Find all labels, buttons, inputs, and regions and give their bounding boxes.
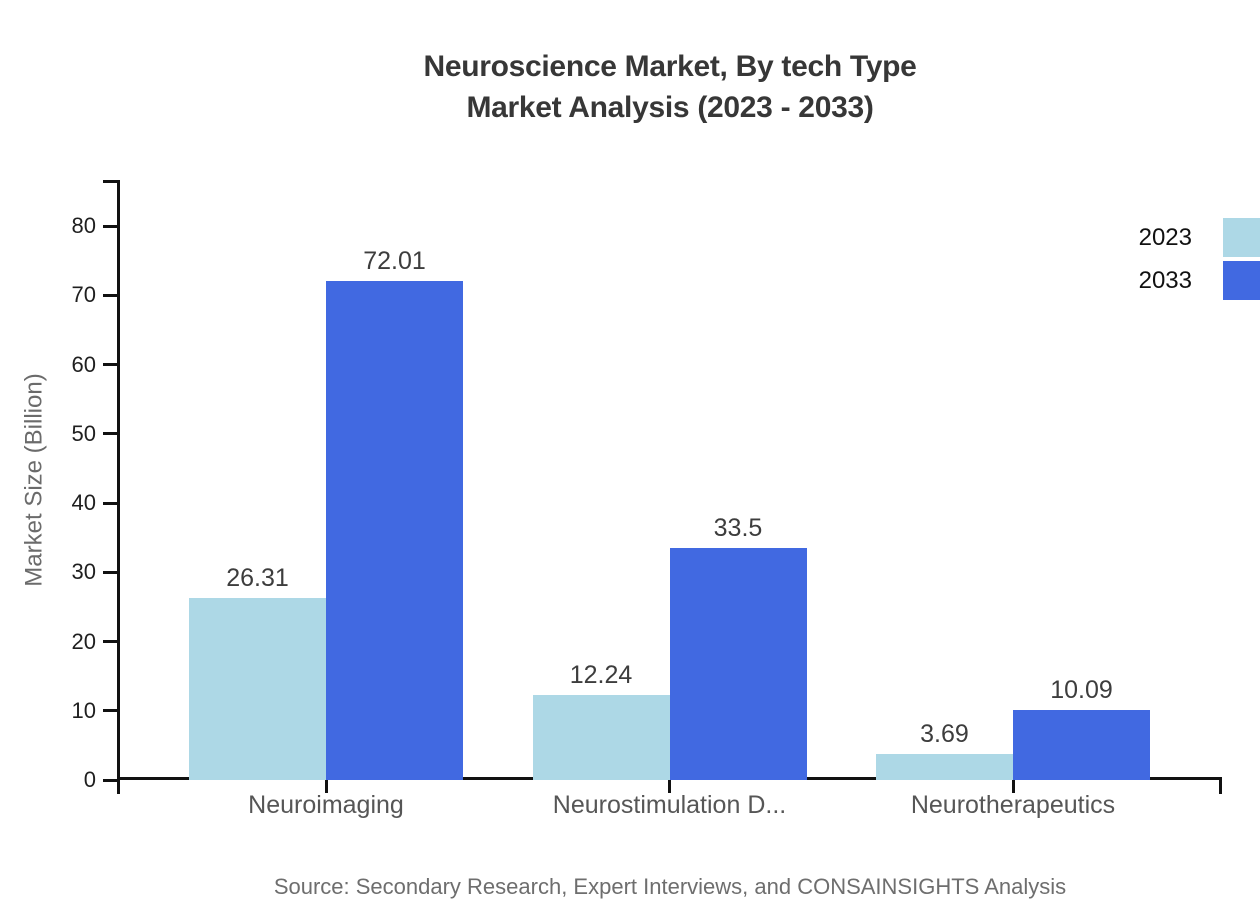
y-axis-spine <box>117 180 120 794</box>
chart-title-line1: Neuroscience Market, By tech Type <box>423 50 917 83</box>
bar-value-label: 26.31 <box>226 563 289 592</box>
y-tick-label: 20 <box>71 628 96 654</box>
bar-value-label: 10.09 <box>1050 676 1113 705</box>
x-category-label: Neurotherapeutics <box>910 791 1116 819</box>
y-tick-label: 10 <box>71 697 96 723</box>
y-tick-label: 0 <box>83 767 96 792</box>
legend-label-2033: 2033 <box>1138 267 1192 294</box>
y-tick-mark <box>103 778 117 782</box>
y-tick-mark <box>103 709 117 713</box>
bar-2033-neuroimaging <box>326 281 463 780</box>
bar-value-label: 33.5 <box>713 514 763 542</box>
y-tick-mark <box>103 640 117 643</box>
bar-2023-neuroimaging <box>189 597 326 780</box>
bar-2033-neurotherapeutics <box>1013 710 1150 780</box>
legend-label-2023: 2023 <box>1138 224 1192 251</box>
y-tick-label: 50 <box>71 420 96 446</box>
y-tick-mark <box>103 224 117 228</box>
bar-value-label: 3.69 <box>920 720 969 749</box>
x-tick-mark <box>1011 780 1015 793</box>
y-tick-label: 60 <box>71 351 96 377</box>
y-tick-mark <box>103 501 117 505</box>
y-tick-mark <box>103 432 117 436</box>
x-axis-right-cap <box>1219 777 1222 794</box>
source-note: Source: Secondary Research, Expert Inter… <box>273 874 1067 899</box>
y-tick-mark <box>103 363 117 366</box>
y-tick-mark <box>103 570 117 574</box>
x-category-label: Neurostimulation D... <box>552 791 787 819</box>
bar-2033-neurostimulation-d- <box>669 548 807 780</box>
x-tick-mark <box>324 780 328 793</box>
x-category-label: Neuroimaging <box>248 791 404 819</box>
y-tick-label: 80 <box>71 213 96 238</box>
x-tick-mark <box>668 780 671 793</box>
legend-swatch-2033 <box>1223 261 1260 300</box>
y-axis-top-cap <box>103 180 120 183</box>
bar-value-label: 72.01 <box>363 247 426 276</box>
y-tick-mark <box>103 293 117 297</box>
legend-swatch-2023 <box>1223 218 1260 257</box>
y-tick-label: 30 <box>71 559 96 585</box>
bar-2023-neurostimulation-d- <box>532 695 670 780</box>
chart-title: Neuroscience Market, By tech Type Market… <box>118 46 1222 128</box>
bar-value-label: 12.24 <box>569 661 633 690</box>
y-axis-title: Market Size (Billion) <box>21 373 49 587</box>
y-tick-label: 40 <box>71 490 96 515</box>
y-axis-title-wrap: Market Size (Billion) <box>8 180 62 780</box>
y-tick-label: 70 <box>71 282 96 308</box>
chart-title-line2: Market Analysis (2023 - 2033) <box>466 91 874 124</box>
bar-2023-neurotherapeutics <box>876 754 1013 780</box>
plot-area: 0 10 20 30 40 50 60 70 80 26.31 72.01 Neuroimaging 1… <box>72 180 1222 819</box>
